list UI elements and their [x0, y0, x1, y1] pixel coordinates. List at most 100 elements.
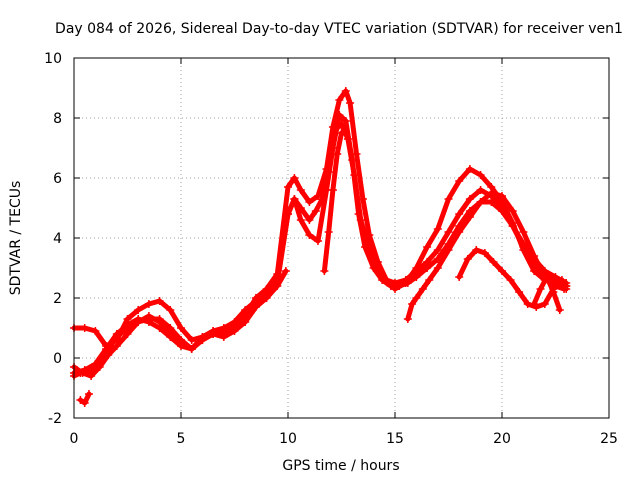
data-point-marker [403, 279, 412, 287]
data-point-marker [80, 324, 89, 332]
data-point-marker [313, 192, 322, 200]
series-line [71, 268, 289, 379]
series-group [70, 87, 571, 407]
data-point-marker [423, 264, 432, 272]
chart-title: Day 084 of 2026, Sidereal Day-to-day VTE… [55, 21, 623, 37]
data-point-marker [311, 207, 320, 215]
data-point-marker [378, 276, 387, 284]
data-point-marker [144, 300, 153, 308]
data-point-marker [87, 372, 96, 380]
data-point-marker [412, 294, 421, 302]
data-point-marker [444, 195, 453, 203]
data-point-marker [123, 315, 132, 323]
data-point-marker [455, 228, 464, 236]
data-point-marker [542, 273, 551, 281]
data-point-marker [540, 300, 549, 308]
data-point-marker [333, 150, 342, 158]
data-point-marker [425, 276, 434, 284]
data-point-marker [465, 213, 474, 221]
series-line [405, 190, 567, 322]
data-point-marker [472, 246, 481, 254]
data-point-marker [305, 198, 314, 206]
series-track-5 [76, 390, 93, 407]
data-point-marker [198, 336, 207, 344]
data-point-marker [455, 177, 464, 185]
data-point-marker [433, 225, 442, 233]
data-point-marker [530, 300, 539, 308]
data-point-marker [354, 210, 363, 218]
data-point-marker [403, 315, 412, 323]
data-point-marker [412, 273, 421, 281]
data-point-marker [241, 318, 250, 326]
data-point-marker [433, 246, 442, 254]
y-tick-label: -2 [48, 411, 62, 427]
data-point-marker [423, 243, 432, 251]
data-point-marker [123, 330, 132, 338]
x-tick-label: 10 [279, 431, 297, 447]
data-point-marker [290, 174, 299, 182]
data-point-marker [102, 342, 111, 350]
data-point-marker [455, 210, 464, 218]
data-point-marker [305, 231, 314, 239]
y-tick-label: 6 [53, 171, 62, 187]
data-point-marker [465, 165, 474, 173]
data-point-marker [444, 228, 453, 236]
y-axis-label: SDTVAR / TECUs [8, 181, 24, 296]
data-point-marker [519, 228, 528, 236]
data-point-marker [219, 333, 228, 341]
data-point-marker [476, 186, 485, 194]
data-point-marker [324, 228, 333, 236]
data-point-marker [463, 255, 472, 263]
data-point-marker [112, 342, 121, 350]
data-point-marker [187, 336, 196, 344]
data-point-marker [358, 195, 367, 203]
data-point-marker [134, 318, 143, 326]
data-point-marker [508, 207, 517, 215]
data-point-marker [251, 303, 260, 311]
data-point-marker [166, 306, 175, 314]
data-point-marker [177, 336, 185, 344]
y-tick-label: 10 [44, 51, 62, 67]
data-point-marker [134, 306, 143, 314]
data-point-marker [498, 192, 506, 200]
axis-ticks: 0 5 10 15 20 25 -2 0 2 4 6 8 10 [44, 51, 618, 447]
data-point-marker [348, 156, 357, 164]
data-point-marker [341, 117, 350, 125]
x-tick-label: 20 [493, 431, 511, 447]
data-point-marker [328, 144, 337, 152]
data-point-marker [262, 294, 271, 302]
series-track-9 [530, 273, 564, 314]
data-point-marker [187, 345, 196, 353]
data-point-marker [549, 288, 558, 296]
data-point-marker [480, 249, 489, 257]
data-point-marker [465, 195, 474, 203]
data-point-marker [335, 111, 344, 119]
data-point-marker [551, 273, 560, 281]
x-axis-label: GPS time / hours [282, 458, 399, 474]
data-point-marker [166, 324, 175, 332]
data-point-marker [76, 396, 85, 404]
data-point-marker [506, 276, 515, 284]
data-point-marker [508, 222, 517, 230]
data-point-marker [155, 315, 164, 323]
data-point-marker [281, 267, 290, 275]
data-point-marker [290, 195, 299, 203]
y-tick-label: 4 [53, 231, 62, 247]
data-point-marker [487, 189, 496, 197]
data-point-marker [284, 210, 292, 218]
data-point-marker [418, 285, 427, 293]
data-point-marker [284, 183, 292, 191]
data-point-marker [78, 369, 87, 377]
x-tick-label: 5 [177, 431, 186, 447]
data-point-marker [209, 330, 218, 338]
data-point-marker [91, 327, 100, 335]
data-point-marker [361, 243, 370, 251]
data-point-marker [273, 282, 282, 290]
data-point-marker [296, 186, 305, 194]
x-tick-label: 0 [70, 431, 79, 447]
grid [74, 58, 609, 418]
data-point-marker [177, 324, 185, 332]
data-point-marker [219, 324, 228, 332]
y-tick-label: 8 [53, 111, 62, 127]
data-point-marker [562, 282, 571, 290]
